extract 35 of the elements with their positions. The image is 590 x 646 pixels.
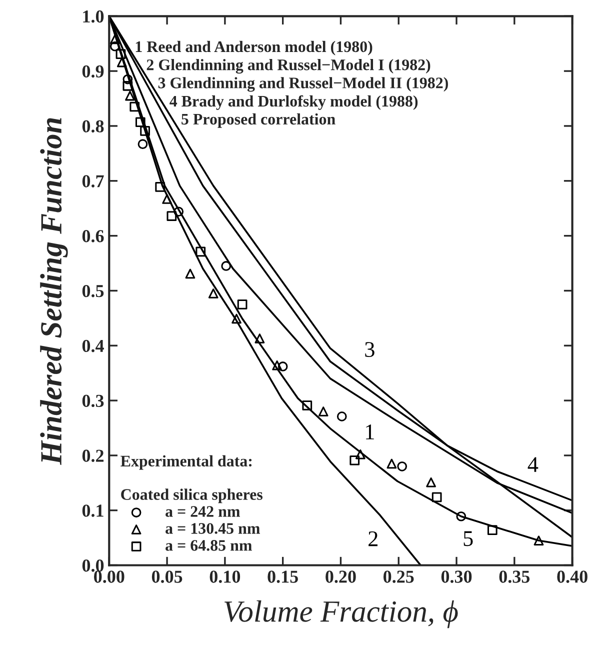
y-tick-label: 0.9 (82, 65, 104, 78)
annotation: 5 Proposed correlation (182, 113, 336, 128)
legend-label: a = 64.85 nm (166, 540, 252, 551)
y-tick-label: 0.8 (82, 120, 104, 132)
x-tick-label: 0.05 (152, 570, 182, 583)
series-label: 1 (366, 424, 374, 440)
x-axis-title: Volume Fraction, ϕ (224, 600, 458, 628)
y-tick-label: 0.0 (82, 560, 104, 572)
series-label: 5 (464, 531, 473, 546)
y-tick-label: 0.1 (82, 504, 104, 517)
annotation: 2 Glendinning and Russel−Model I (1982) (146, 58, 430, 74)
y-tick-label: 0.5 (82, 284, 104, 298)
x-tick-label: 0.35 (499, 570, 530, 583)
x-tick-label: 0.20 (326, 570, 356, 583)
x-tick-label: 0.25 (384, 570, 414, 583)
series-label: 3 (365, 342, 374, 358)
x-tick-label: 0.00 (94, 570, 124, 583)
x-tick-label: 0.40 (557, 570, 588, 583)
y-axis-title: Hindered Settling Function (40, 118, 68, 465)
x-tick-label: 0.10 (210, 570, 240, 583)
y-tick-label: 0.3 (82, 394, 104, 408)
x-tick-label: 0.15 (268, 570, 298, 583)
legend-label: a = 242 nm (166, 506, 240, 517)
annotation: 4 Brady and Durlofsky model (1988) (170, 95, 418, 110)
y-tick-label: 1.0 (83, 10, 104, 23)
y-tick-label: 0.4 (82, 340, 104, 352)
legend-label: a = 130.45 nm (166, 523, 260, 534)
x-tick-label: 0.30 (441, 570, 472, 583)
annotation: 1 Reed and Anderson model (1980) (136, 40, 372, 56)
series-label: 2 (368, 531, 378, 546)
annotation: 3 Glendinning and Russel−Model II (1982) (158, 77, 448, 92)
y-tick-label: 0.6 (82, 230, 104, 242)
y-tick-label: 0.7 (82, 175, 104, 188)
y-tick-label: 0.2 (82, 450, 104, 462)
series-label: 4 (528, 457, 538, 472)
